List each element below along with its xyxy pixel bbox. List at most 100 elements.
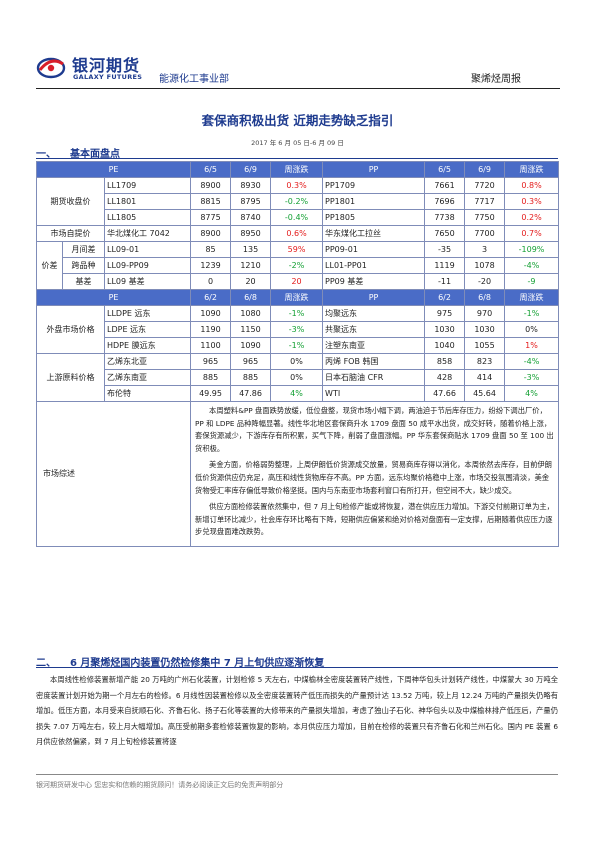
table-cell: -20 xyxy=(464,273,506,290)
table-cell: HDPE 膜远东 xyxy=(103,337,192,354)
fundamentals-table: PE 6/5 6/9 周涨跌 PP 6/5 6/9 周涨跌 期货收盘价 LL17… xyxy=(35,161,560,547)
table-cell: 丙烯 FOB 韩国 xyxy=(322,353,426,370)
sub-label: 基差 xyxy=(62,273,105,290)
table-cell: 8795 xyxy=(230,193,272,210)
change-cell: -3% xyxy=(270,321,324,338)
change-cell: -9 xyxy=(504,273,560,290)
table-cell: -35 xyxy=(424,241,466,258)
table-cell: PP1801 xyxy=(322,193,426,210)
col-header: 6/8 xyxy=(230,289,272,306)
table-cell: 3 xyxy=(464,241,506,258)
change-cell: 20 xyxy=(270,273,324,290)
table-cell: LL01-PP01 xyxy=(322,257,426,274)
table-cell: 7650 xyxy=(424,225,466,242)
table-row: 外盘市场价格 LLDPE 远东 1090 1080 -1% 均聚远东 975 9… xyxy=(36,305,560,354)
table-cell: 1090 xyxy=(230,337,272,354)
footer-disclaimer: 银河期货研发中心 您忠实和信赖的期货顾问！请务必阅读正文后的免责声明部分 xyxy=(36,781,284,789)
sub-label: 跨品种 xyxy=(62,257,105,274)
report-date: 2017 年 6 月 05 日-6 月 09 日 xyxy=(251,139,344,147)
change-cell: 4% xyxy=(504,385,560,402)
table-cell: 8900 xyxy=(190,225,232,242)
col-header: PE xyxy=(35,161,192,178)
table-cell: 7661 xyxy=(424,177,466,194)
logo-name-en: GALAXY FUTURES xyxy=(73,73,143,81)
table-cell: 1055 xyxy=(464,337,506,354)
table-cell: 7700 xyxy=(464,225,506,242)
sub-label: 月间差 xyxy=(62,241,105,258)
table-cell: 7720 xyxy=(464,177,506,194)
table-cell: LL1709 xyxy=(103,177,192,194)
table-cell: WTI xyxy=(322,385,426,402)
table-cell: 1080 xyxy=(230,305,272,322)
table-cell: 414 xyxy=(464,369,506,386)
change-cell: 0.3% xyxy=(270,177,324,194)
change-cell: -1% xyxy=(270,337,324,354)
section-2-divider xyxy=(36,667,558,668)
table-row: 基差 LL09 基差 0 20 20 PP09 基差 -11 -20 -9 xyxy=(37,273,560,290)
change-cell: 0% xyxy=(270,369,324,386)
table-cell: PP1805 xyxy=(322,209,426,226)
table-cell: PP1709 xyxy=(322,177,426,194)
col-header: 周涨跌 xyxy=(504,161,560,178)
section-2-paragraph: 本周线性检修装置新增产能 20 万吨的广州石化装置，计划检修 5 天左右，中煤榆… xyxy=(36,675,558,746)
table-cell: 1090 xyxy=(190,305,232,322)
table-cell: LL09-01 xyxy=(103,241,192,258)
summary-label: 市场综述 xyxy=(35,401,192,547)
section-1-number: 一、 xyxy=(36,149,56,160)
logo-name-cn: 银河期货 xyxy=(72,56,141,75)
footer-divider xyxy=(36,774,558,775)
table-cell: 华北煤化工 7042 xyxy=(103,225,192,242)
group-label-external: 外盘市场价格 xyxy=(36,305,105,354)
summary-paragraph: 美金方面，价格弱势整理，上周伊朗低价货源成交放量，贸易商库存得以消化，本周依然去… xyxy=(195,460,552,495)
table-cell: 885 xyxy=(230,369,272,386)
col-header: 周涨跌 xyxy=(270,289,324,306)
table-cell: 1190 xyxy=(190,321,232,338)
change-cell: -0.2% xyxy=(270,193,324,210)
table-cell: PP09-01 xyxy=(322,241,426,258)
table-cell: 华东煤化工拉丝 xyxy=(322,225,426,242)
col-header: 6/9 xyxy=(464,161,506,178)
table-cell: 1030 xyxy=(424,321,466,338)
change-cell: 59% xyxy=(270,241,324,258)
section-1-heading: 一、 基本面盘点 xyxy=(36,145,120,160)
table-cell: 885 xyxy=(190,369,232,386)
col-header: PE xyxy=(35,289,192,306)
table1-header-row: PE 6/5 6/9 周涨跌 PP 6/5 6/9 周涨跌 xyxy=(35,161,560,178)
col-header: 6/8 xyxy=(464,289,506,306)
table-row: 乙烯东南亚 885 885 0% 日本石脑油 CFR 428 414 -3% xyxy=(37,369,560,386)
table-cell: 均聚远东 xyxy=(322,305,426,322)
group-label-futures: 期货收盘价 xyxy=(36,177,105,226)
table-row: 上游原料价格 乙烯东北亚 965 965 0% 丙烯 FOB 韩国 858 82… xyxy=(36,353,560,402)
table-cell: 135 xyxy=(230,241,272,258)
change-cell: 0.3% xyxy=(504,193,560,210)
change-cell: -1% xyxy=(504,305,560,322)
table-cell: 乙烯东北亚 xyxy=(103,353,192,370)
group-label-upstream: 上游原料价格 xyxy=(36,353,105,402)
table-cell: 8740 xyxy=(230,209,272,226)
report-header: 银河期货 GALAXY FUTURES 能源化工事业部 聚烯烃周报 xyxy=(0,0,595,96)
group-label-spot: 市场自提价 xyxy=(36,225,105,242)
col-header: 6/2 xyxy=(424,289,466,306)
table-cell: 47.86 xyxy=(230,385,272,402)
change-cell: -4% xyxy=(504,257,560,274)
change-cell: -2% xyxy=(270,257,324,274)
table-cell: LL1805 xyxy=(103,209,192,226)
table-cell: 1239 xyxy=(190,257,232,274)
table-cell: 823 xyxy=(464,353,506,370)
table-row: 价差 月间差 LL09-01 85 135 59% PP09-01 -35 3 … xyxy=(36,241,560,290)
col-header: 周涨跌 xyxy=(270,161,324,178)
report-title: 套保商积极出货 近期走势缺乏指引 xyxy=(201,113,394,128)
table-cell: 965 xyxy=(230,353,272,370)
group-label-spread: 价差 xyxy=(36,241,63,290)
table2-header-row: PE 6/2 6/8 周涨跌 PP 6/2 6/8 周涨跌 xyxy=(35,289,560,306)
col-header: PP xyxy=(322,289,426,306)
summary-text: 本周塑料&PP 盘面跌势放缓，低位盘整，现货市场小幅下调，两油迫于节后库存压力，… xyxy=(190,401,560,547)
table-cell: 共聚远东 xyxy=(322,321,426,338)
table-cell: 8900 xyxy=(190,177,232,194)
table-row: 市场自提价 华北煤化工 7042 8900 8950 0.6% 华东煤化工拉丝 … xyxy=(36,225,560,242)
table-cell: 85 xyxy=(190,241,232,258)
summary-paragraph: 供应方面检修装置依然集中，但 7 月上旬检修产能或将恢复，潜在供应压力增加。下游… xyxy=(195,502,554,537)
change-cell: 0.8% xyxy=(504,177,560,194)
table-row: 布伦特 49.95 47.86 4% WTI 47.66 45.64 4% xyxy=(37,385,560,402)
